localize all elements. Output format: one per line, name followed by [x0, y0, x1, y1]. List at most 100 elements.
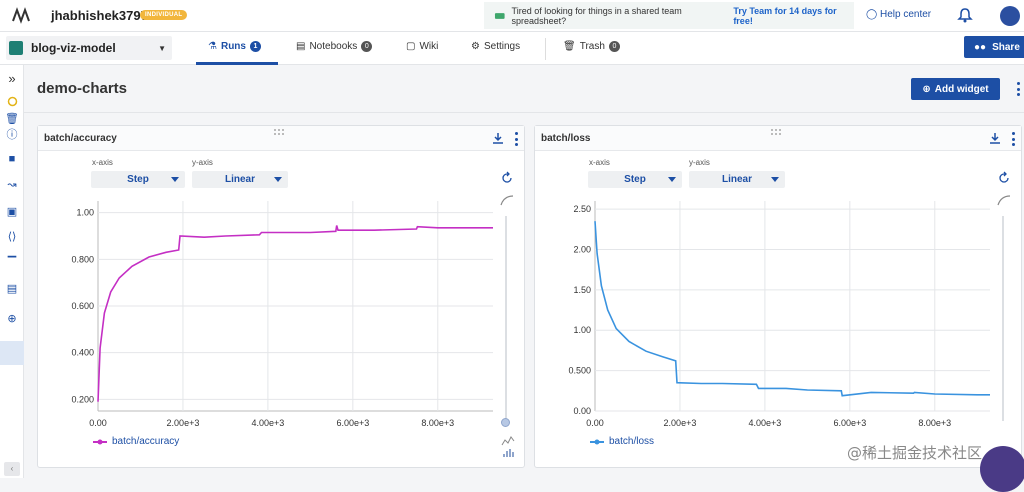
left-sidebar: » 🗑 ⓘ ■ ↝ ▣ ⟨⟩ ▔ ▤ ⊕ — [0, 65, 24, 478]
code-icon[interactable]: ⟨⟩ — [7, 230, 17, 243]
chart-icon[interactable]: ↝ — [7, 178, 17, 191]
document-icon[interactable]: ▤ — [6, 282, 18, 295]
legend[interactable]: batch/loss — [590, 436, 654, 447]
legend-label: batch/accuracy — [112, 436, 180, 447]
username[interactable]: jhabhishek3797 — [51, 8, 148, 23]
flask-icon: ⚗ — [208, 41, 217, 52]
accuracy-line-chart[interactable]: 0.00 2.00e+3 4.00e+3 6.00e+3 8.00e+3 0.200 0.4… — [38, 126, 526, 469]
gear-icon: ⚙ — [471, 41, 480, 52]
info-icon[interactable]: ⓘ — [6, 129, 18, 141]
tab-trash-label: Trash — [579, 41, 605, 52]
download-icon[interactable] — [989, 132, 1001, 144]
y-axis-value: Linear — [721, 174, 752, 185]
panel-more-icon[interactable] — [1009, 132, 1017, 146]
smoothing-slider-knob[interactable] — [501, 418, 510, 427]
x-axis-select[interactable]: Step — [588, 171, 682, 188]
tab-runs[interactable]: ⚗ Runs 1 — [208, 41, 261, 52]
y-tick-label: 0.800 — [71, 254, 94, 264]
watermark-text: @稀土掘金技术社区 — [847, 444, 983, 462]
smoothing-slider-track[interactable] — [505, 216, 507, 421]
y-tick-label: 0.200 — [71, 394, 94, 404]
x-tick-label: 6.00e+3 — [833, 418, 866, 428]
promo-banner: Tired of looking for things in a shared … — [484, 2, 854, 29]
y-tick-label: 1.00 — [573, 325, 591, 335]
y-axis-select[interactable]: Linear — [192, 171, 288, 188]
status-circle-icon[interactable] — [4, 93, 20, 109]
chart-panel-accuracy: batch/accuracy x-axis y-axis Step Linear… — [37, 125, 525, 468]
drag-handle-icon[interactable] — [771, 129, 783, 137]
reset-zoom-icon[interactable] — [500, 171, 514, 185]
download-icon[interactable] — [492, 132, 504, 144]
y-axis-select[interactable]: Linear — [689, 171, 785, 188]
loss-line-chart[interactable]: 0.00 2.00e+3 4.00e+3 6.00e+3 8.00e+3 0.00 0.50… — [535, 126, 1023, 469]
y-tick-label: 2.50 — [573, 204, 591, 214]
tab-trash[interactable]: 🗑 Trash 0 — [563, 41, 620, 52]
tab-settings[interactable]: ⚙ Settings — [471, 41, 520, 52]
x-axis-label: x-axis — [589, 158, 610, 167]
project-selector[interactable]: blog-viz-model ▼ — [6, 36, 172, 60]
help-center-label: Help center — [879, 9, 932, 20]
legend-label: batch/loss — [609, 436, 655, 447]
add-icon[interactable]: ⊕ — [7, 312, 17, 325]
add-widget-label: Add widget — [934, 83, 989, 95]
tab-runs-label: Runs — [220, 41, 246, 52]
x-tick-label: 8.00e+3 — [918, 418, 951, 428]
ticket-icon — [494, 12, 505, 19]
system-icon[interactable]: ▣ — [6, 205, 18, 218]
panel-title: batch/accuracy — [44, 133, 117, 144]
panel-more-icon[interactable] — [512, 132, 520, 146]
legend[interactable]: batch/accuracy — [93, 436, 179, 447]
x-tick-label: 6.00e+3 — [336, 418, 369, 428]
sidebar-active-bg — [0, 341, 24, 365]
delete-icon[interactable]: 🗑 — [5, 112, 19, 125]
smoothing-icon[interactable] — [997, 194, 1011, 206]
y-axis-label: y-axis — [689, 158, 710, 167]
smoothing-icon[interactable] — [500, 194, 514, 206]
page-more-icon[interactable] — [1014, 82, 1022, 96]
reset-zoom-icon[interactable] — [997, 171, 1011, 185]
tab-wiki-label: Wiki — [419, 41, 439, 52]
title-divider — [24, 112, 1024, 113]
page-title: demo-charts — [37, 80, 128, 97]
x-axis-value: Step — [127, 174, 149, 185]
series-line[interactable] — [97, 225, 493, 402]
smoothing-slider-track[interactable] — [1002, 216, 1004, 421]
tab-notebooks[interactable]: ▤ Notebooks 0 — [296, 41, 373, 52]
y-tick-label: 0.400 — [71, 348, 94, 358]
database-icon[interactable]: ▔ — [7, 256, 17, 269]
panel-header: batch/loss — [535, 126, 1021, 151]
tab-trash-count: 0 — [608, 41, 620, 52]
top-bar: jhabhishek3797 INDIVIDUAL Tired of looki… — [0, 0, 1024, 32]
x-axis-select[interactable]: Step — [91, 171, 185, 188]
tab-wiki[interactable]: ▢ Wiki — [406, 41, 438, 52]
user-avatar[interactable] — [1000, 6, 1020, 26]
y-tick-label: 0.600 — [71, 301, 94, 311]
add-widget-button[interactable]: ⊕ Add widget — [911, 78, 1000, 100]
tab-notebooks-count: 0 — [361, 41, 373, 52]
x-axis-value: Step — [624, 174, 646, 185]
active-tab-indicator — [196, 62, 278, 65]
x-tick-label: 2.00e+3 — [167, 418, 200, 428]
collapse-sidebar-icon[interactable]: » — [8, 70, 16, 86]
notebook-icon: ▤ — [296, 41, 306, 52]
project-name: blog-viz-model — [31, 41, 116, 55]
x-tick-label: 0.00 — [89, 418, 107, 428]
tab-settings-label: Settings — [483, 41, 521, 52]
chart-type-icon[interactable] — [501, 436, 515, 458]
plus-circle-icon: ⊕ — [922, 83, 931, 95]
series-line[interactable] — [594, 221, 990, 397]
promo-link[interactable]: Try Team for 14 days for free! — [733, 5, 837, 26]
wandb-logo-icon[interactable] — [12, 7, 34, 25]
trash-icon: 🗑 — [563, 41, 576, 52]
help-center-link[interactable]: ◯ Help center — [866, 9, 931, 20]
bell-icon[interactable] — [957, 7, 973, 23]
chat-support-button[interactable] — [980, 446, 1024, 492]
share-button[interactable]: ●● Share — [964, 36, 1024, 58]
chevron-down-icon: ▼ — [158, 43, 166, 53]
drag-handle-icon[interactable] — [274, 129, 286, 137]
users-icon: ●● — [974, 41, 987, 53]
folder-icon[interactable]: ■ — [8, 153, 16, 165]
scroll-left-button[interactable]: ‹ — [4, 462, 20, 476]
lightbulb-icon: ◯ — [866, 9, 878, 20]
y-tick-label: 2.00 — [573, 244, 591, 254]
